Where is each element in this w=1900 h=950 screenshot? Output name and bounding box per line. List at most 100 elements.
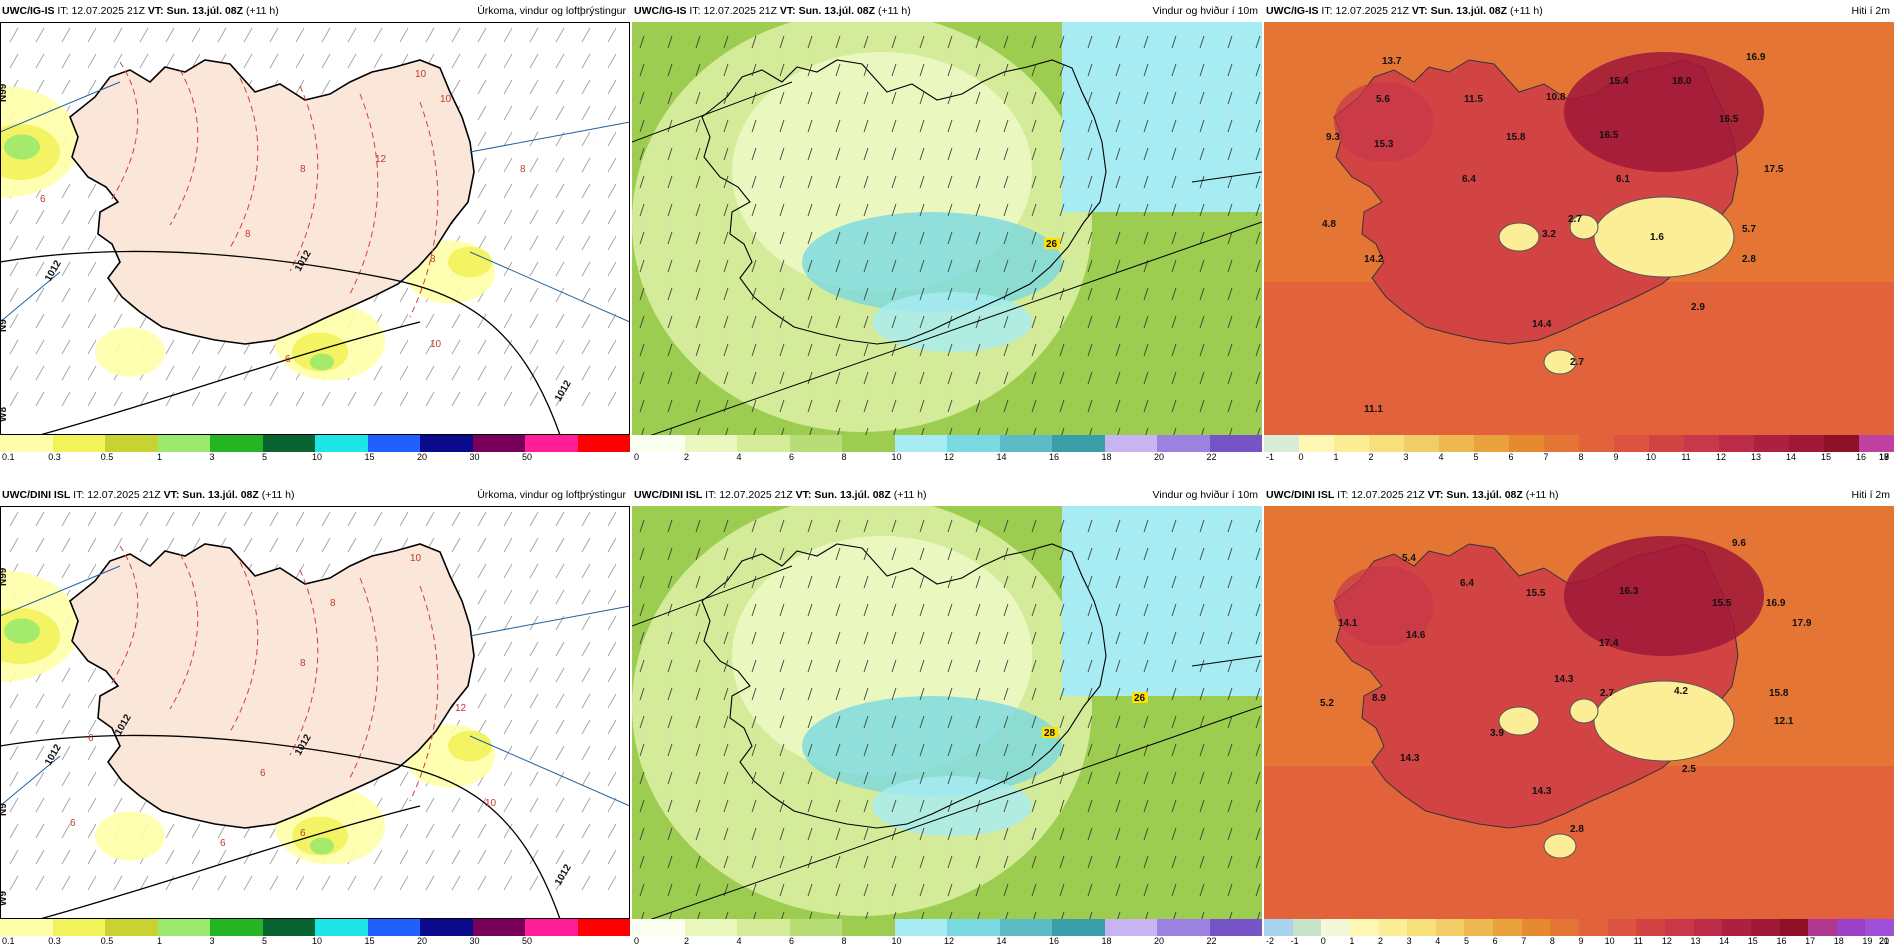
wind-barb (555, 53, 565, 69)
wind-arrow (975, 631, 981, 645)
wind-arrow (1087, 371, 1093, 385)
wind-barb (581, 563, 591, 579)
wind-arrow (723, 119, 729, 133)
wind-arrow (975, 575, 981, 589)
wind-barb (399, 365, 409, 381)
temperature-label: 2.7 (1600, 688, 1614, 699)
wind-barb (399, 339, 409, 355)
wind-barb (581, 771, 591, 787)
wind-barb (35, 719, 45, 735)
wind-arrow (835, 119, 841, 133)
wind-barb (477, 667, 487, 683)
wind-arrow (1087, 799, 1093, 813)
wind-arrow (639, 119, 645, 133)
panel-title: Vindur og hviður í 10m (1152, 489, 1258, 501)
panel-title: Úrkoma, vindur og loftþrýstingur (477, 5, 626, 17)
wind-arrow (1115, 231, 1121, 245)
wind-barb (581, 589, 591, 605)
wind-arrow (947, 175, 953, 189)
wind-arrow (919, 343, 925, 357)
wind-arrow (947, 743, 953, 757)
wind-arrow (947, 91, 953, 105)
temperature-label: 16.5 (1719, 114, 1739, 125)
wind-arrow (639, 259, 645, 273)
wind-barb (503, 105, 513, 121)
wind-arrow (1143, 343, 1149, 357)
wind-arrow (1171, 315, 1177, 329)
wind-arrow (1227, 771, 1233, 785)
temperature-label: 12.1 (1774, 716, 1794, 727)
wind-arrow (891, 35, 897, 49)
wind-arrow (1087, 91, 1093, 105)
wind-arrow (1255, 119, 1261, 133)
it-label: IT: (689, 5, 701, 17)
wind-arrow (921, 911, 925, 919)
wind-barb (61, 563, 71, 579)
vt-label: VT: (1427, 489, 1444, 501)
wind-barb (295, 875, 305, 891)
wind-arrow (667, 743, 673, 757)
wind-arrow (835, 203, 841, 217)
wind-barb (35, 797, 45, 813)
colorbar-swatch (1321, 919, 1350, 936)
wind-arrow (1171, 631, 1177, 645)
wind-barb (607, 131, 617, 147)
wind-barb (61, 183, 71, 199)
wind-barb (35, 53, 45, 69)
vt-label: VT: (163, 489, 180, 501)
wind-barb (529, 157, 539, 173)
wind-barb (373, 53, 383, 69)
wind-arrow (723, 231, 729, 245)
wind-arrow (835, 603, 841, 617)
wind-arrow (863, 631, 869, 645)
wind-arrow (1143, 771, 1149, 785)
wind-arrow (807, 631, 813, 645)
wind-arrow (1227, 175, 1233, 189)
wind-barb (451, 53, 461, 69)
wind-barb (607, 313, 617, 329)
wind-barb (9, 797, 19, 813)
model-name: UWC/IG-IS (1266, 5, 1319, 17)
wind-arrow (1087, 687, 1093, 701)
wind-arrow (1227, 119, 1233, 133)
wind-barb (35, 79, 45, 95)
wind-arrow (975, 63, 981, 77)
wind-arrow (1143, 203, 1149, 217)
wind-barb (477, 563, 487, 579)
colorbar-tick-label: 3 (1403, 452, 1409, 462)
wind-arrow (779, 343, 785, 357)
wind-arrow (1003, 91, 1009, 105)
wind-barb (529, 391, 539, 407)
wind-arrow (1031, 287, 1037, 301)
wind-barb (529, 641, 539, 657)
colorbar-tick-label: 4 (736, 452, 742, 462)
wind-arrow (751, 315, 757, 329)
wind-arrow (863, 203, 869, 217)
wind-arrow (891, 231, 897, 245)
wind-arrow (1227, 883, 1233, 897)
wind-arrow (1005, 911, 1009, 919)
wind-barb (503, 53, 513, 69)
wind-arrow (835, 799, 841, 813)
wind-arrow (1227, 63, 1233, 77)
wind-barb (607, 693, 617, 709)
wind-arrow (835, 91, 841, 105)
wind-barb (61, 287, 71, 303)
wind-arrow (1171, 119, 1177, 133)
colorbar-swatch (105, 435, 158, 452)
wind-barb (191, 391, 201, 407)
colorbar-tick-label: 0 (1298, 452, 1304, 462)
meridian (632, 81, 793, 143)
wind-arrow (639, 687, 645, 701)
wind-barb (87, 849, 97, 865)
wind-barb (581, 313, 591, 329)
colorbar-swatch (1407, 919, 1436, 936)
wind-arrow (1227, 231, 1233, 245)
wind-arrow (1255, 743, 1261, 757)
it-label: IT: (57, 5, 69, 17)
colorbar-tick-label: 6 (788, 936, 795, 946)
wind-arrow (1227, 343, 1233, 357)
wind-arrow (725, 427, 729, 435)
wind-arrow (751, 35, 757, 49)
